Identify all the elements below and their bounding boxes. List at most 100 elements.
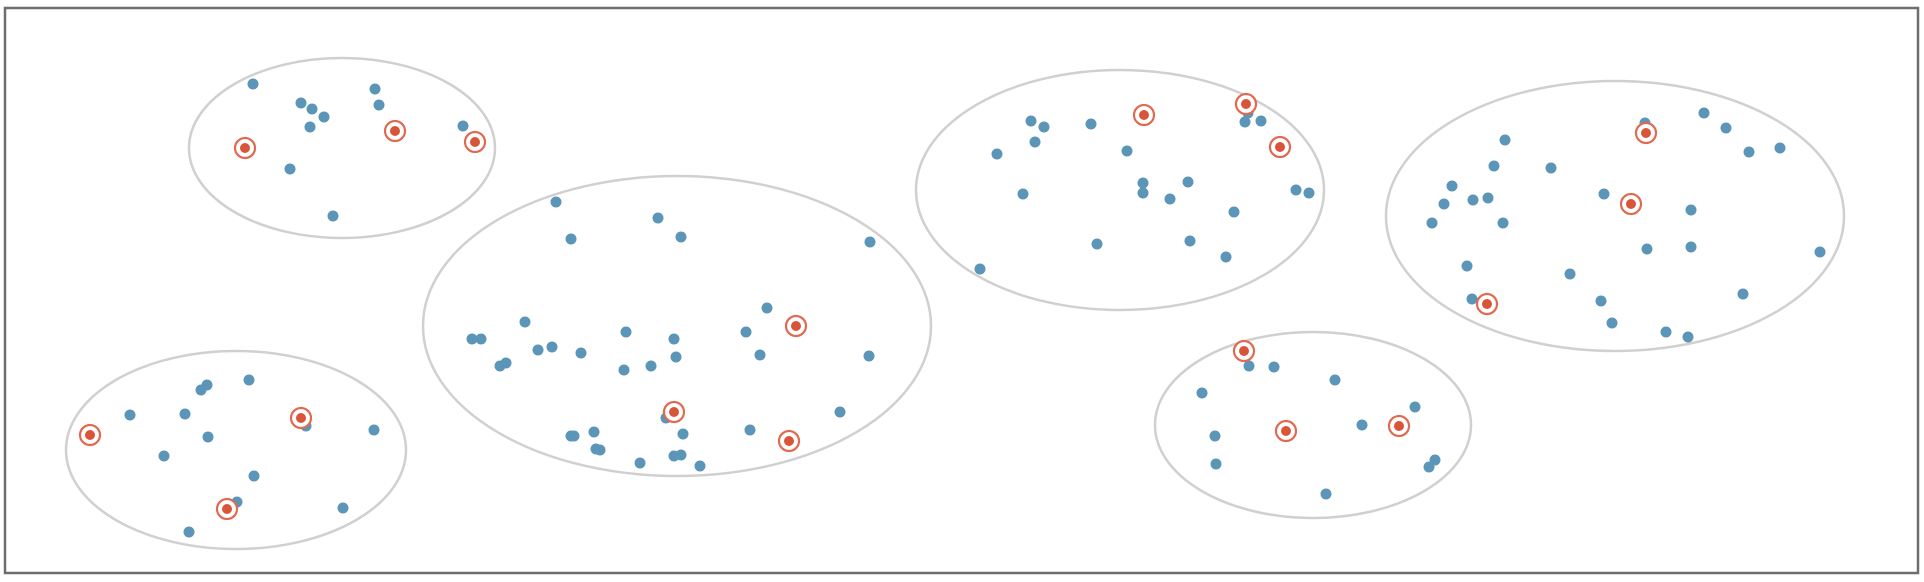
population-point	[1164, 193, 1176, 205]
population-point	[1482, 192, 1494, 204]
population-point	[1545, 162, 1557, 174]
sampled-point-dot	[784, 436, 794, 446]
sampled-point	[233, 136, 257, 160]
sampled-point	[215, 497, 239, 521]
population-point	[1467, 194, 1479, 206]
sampled-point-dot	[1241, 99, 1251, 109]
population-point	[247, 78, 259, 90]
population-point	[368, 424, 380, 436]
sampled-point-dot	[296, 413, 306, 423]
population-point	[675, 231, 687, 243]
sampled-point-dot	[1139, 110, 1149, 120]
population-point	[1210, 458, 1222, 470]
population-point	[1685, 241, 1697, 253]
population-point	[1038, 121, 1050, 133]
population-point	[1466, 293, 1478, 305]
population-point	[863, 350, 875, 362]
population-point	[248, 470, 260, 482]
sampled-point	[1475, 292, 1499, 316]
cluster-top-right	[974, 92, 1315, 275]
sampled-point	[1268, 135, 1292, 159]
cluster-center	[466, 196, 876, 472]
population-point	[1774, 142, 1786, 154]
population-point	[1356, 419, 1368, 431]
population-point	[179, 408, 191, 420]
population-point	[675, 449, 687, 461]
sampled-point-dot	[1482, 299, 1492, 309]
population-point	[1196, 387, 1208, 399]
cluster-far-right-outline	[1384, 79, 1846, 353]
population-point	[568, 430, 580, 442]
sampled-point	[1274, 419, 1298, 443]
population-point	[565, 233, 577, 245]
sampled-point	[1634, 121, 1658, 145]
population-point	[466, 333, 478, 345]
population-point	[1137, 187, 1149, 199]
population-point	[306, 103, 318, 115]
population-point	[1121, 145, 1133, 157]
sampled-point-dot	[85, 430, 95, 440]
population-point	[652, 212, 664, 224]
sampled-point-dot	[1626, 199, 1636, 209]
sampled-point	[1132, 103, 1156, 127]
population-point	[1698, 107, 1710, 119]
population-point	[475, 333, 487, 345]
sampled-point-dot	[1281, 426, 1291, 436]
sampled-point	[1619, 192, 1643, 216]
sampled-point	[1387, 414, 1411, 438]
population-point	[202, 431, 214, 443]
population-point	[1220, 251, 1232, 263]
population-point	[1497, 217, 1509, 229]
population-point	[1641, 243, 1653, 255]
population-point	[1598, 188, 1610, 200]
cluster-bottom-left	[78, 374, 380, 538]
population-point	[500, 357, 512, 369]
sampled-point	[78, 423, 102, 447]
population-point	[645, 360, 657, 372]
population-point	[1461, 260, 1473, 272]
population-point	[304, 121, 316, 133]
population-point	[1182, 176, 1194, 188]
population-point	[158, 450, 170, 462]
population-point	[974, 263, 986, 275]
population-point	[1320, 488, 1332, 500]
population-point	[532, 344, 544, 356]
cluster-bottom-right	[1196, 339, 1441, 500]
sampled-point-dot	[669, 407, 679, 417]
population-point	[1137, 177, 1149, 189]
population-point	[1660, 326, 1672, 338]
sampled-point-dot	[240, 143, 250, 153]
population-point	[1303, 187, 1315, 199]
diagram-frame	[3, 6, 1920, 575]
sampled-point-dot	[1275, 142, 1285, 152]
population-point	[1184, 235, 1196, 247]
population-point	[575, 347, 587, 359]
population-point	[1268, 361, 1280, 373]
sampled-point-dot	[1239, 346, 1249, 356]
population-point	[618, 364, 630, 376]
population-point	[864, 236, 876, 248]
population-point	[1243, 360, 1255, 372]
population-point	[740, 326, 752, 338]
sampled-point-dot	[390, 126, 400, 136]
population-point	[1329, 374, 1341, 386]
population-point	[337, 502, 349, 514]
population-point	[1720, 122, 1732, 134]
population-point	[373, 99, 385, 111]
cluster-top-left	[233, 78, 487, 222]
cluster-bottom-left-outline	[64, 349, 408, 551]
population-point	[457, 120, 469, 132]
population-point	[1426, 217, 1438, 229]
population-point	[677, 428, 689, 440]
population-point	[284, 163, 296, 175]
population-point	[550, 196, 562, 208]
population-point	[519, 316, 531, 328]
population-point	[1423, 461, 1435, 473]
sampled-point	[784, 314, 808, 338]
population-point	[744, 424, 756, 436]
sampled-point-dot	[1641, 128, 1651, 138]
sampled-point	[383, 119, 407, 143]
sampled-point-dot	[1394, 421, 1404, 431]
population-point	[243, 374, 255, 386]
